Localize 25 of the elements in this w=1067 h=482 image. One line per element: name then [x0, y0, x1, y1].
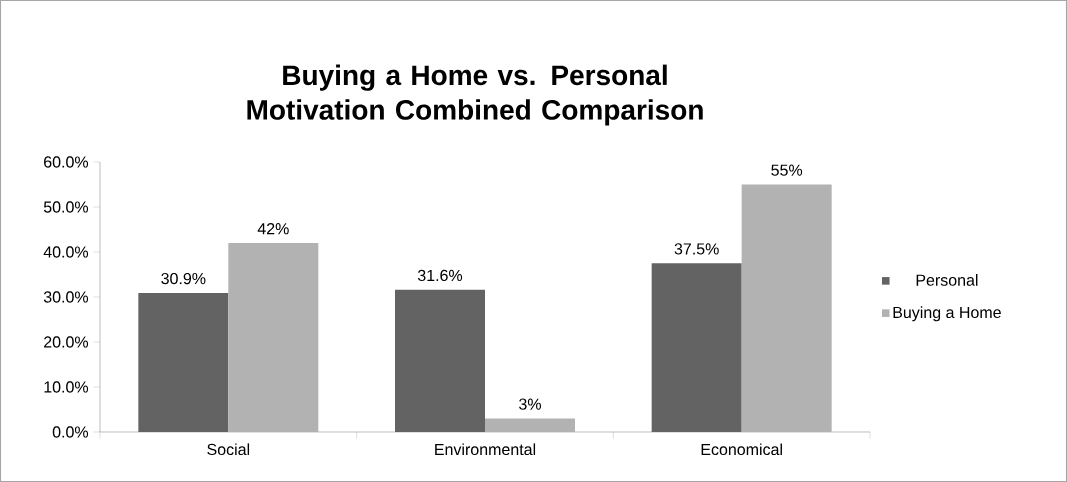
y-tick-label: 60.0% [44, 156, 89, 168]
legend-label: Buying a Home [893, 306, 1001, 322]
y-tick-label: 40.0% [43, 246, 89, 258]
y-tick-label: 30.0% [43, 291, 89, 303]
bar [651, 263, 742, 432]
chart-title: Buying a Home vs. Personal Motivation Combined Comparison [247, 64, 703, 126]
y-tick-label: 20.0% [44, 336, 89, 348]
y-tick-label: 50.0% [43, 201, 89, 213]
bar [485, 418, 575, 432]
data-label: 31.6% [417, 269, 463, 282]
data-label: 3% [519, 398, 541, 410]
bar [228, 243, 319, 432]
bar [395, 289, 485, 432]
legend-label: Personal [916, 274, 978, 286]
x-tick-label: Environmental [435, 443, 536, 456]
bar [138, 292, 229, 432]
bar [741, 184, 832, 432]
y-tick-label: 0.0% [52, 426, 89, 438]
x-tick-label: Economical [701, 443, 782, 456]
data-label: 42% [257, 223, 289, 235]
x-tick-label: Social [207, 443, 250, 456]
data-label: 55% [771, 164, 803, 176]
data-label: 37.5% [674, 243, 719, 255]
data-label: 30.9% [161, 272, 206, 285]
y-tick-label: 10.0% [44, 381, 89, 393]
